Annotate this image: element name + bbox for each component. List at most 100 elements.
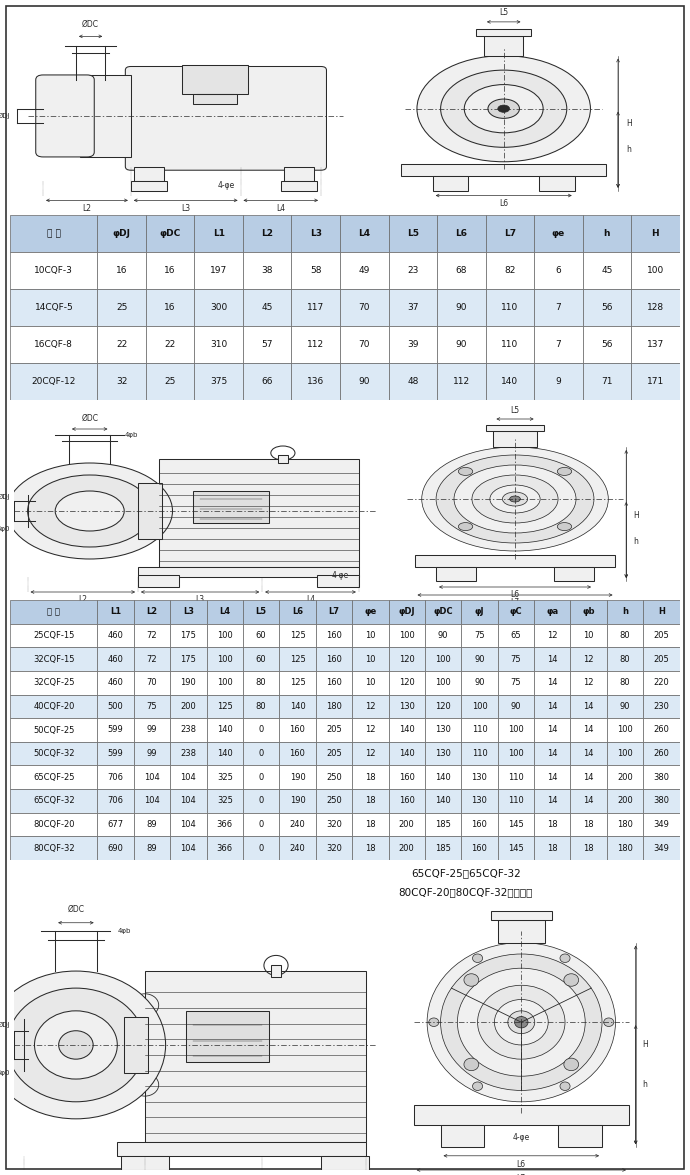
Text: 110: 110: [471, 725, 487, 734]
Bar: [10, 289, 97, 325]
Circle shape: [59, 1030, 93, 1059]
Bar: [352, 647, 388, 671]
Text: L2: L2: [146, 607, 157, 617]
Text: 120: 120: [435, 701, 451, 711]
Text: 310: 310: [210, 340, 227, 349]
Circle shape: [458, 468, 473, 476]
Bar: [497, 671, 534, 694]
Text: 18: 18: [365, 773, 375, 781]
Text: 100: 100: [399, 631, 415, 640]
Text: 110: 110: [501, 340, 518, 349]
Bar: [534, 251, 582, 289]
Text: 6: 6: [555, 266, 561, 275]
Text: 50CQF-25: 50CQF-25: [33, 725, 75, 734]
Bar: [413, 1104, 629, 1124]
Text: 160: 160: [290, 750, 306, 758]
Text: 10: 10: [365, 654, 375, 664]
Bar: [317, 575, 359, 588]
Text: 120: 120: [399, 654, 415, 664]
Bar: [316, 837, 352, 860]
Text: 110: 110: [508, 773, 524, 781]
Text: H: H: [633, 510, 639, 519]
Bar: [271, 966, 282, 976]
Text: L5: L5: [511, 407, 520, 415]
Text: ØDC: ØDC: [68, 905, 84, 914]
Bar: [643, 813, 680, 837]
Bar: [534, 600, 571, 624]
Text: 140: 140: [217, 725, 233, 734]
Bar: [607, 718, 643, 741]
Text: 120: 120: [399, 678, 415, 687]
Bar: [643, 741, 680, 765]
Bar: [243, 215, 291, 251]
Text: 90: 90: [474, 654, 485, 664]
Text: 599: 599: [108, 725, 124, 734]
Bar: [97, 741, 134, 765]
Text: 45: 45: [601, 266, 613, 275]
Bar: [145, 971, 366, 1142]
Text: 171: 171: [647, 377, 664, 387]
Text: 375: 375: [210, 377, 227, 387]
Text: 175: 175: [180, 631, 196, 640]
Text: 37: 37: [407, 303, 419, 313]
Bar: [10, 813, 97, 837]
Bar: [279, 694, 316, 718]
Text: 80CQF-20、80CQF-32按照此图: 80CQF-20、80CQF-32按照此图: [399, 887, 533, 898]
Bar: [607, 694, 643, 718]
Text: ØDJ: ØDJ: [0, 113, 10, 119]
Text: 100: 100: [217, 678, 233, 687]
Text: 238: 238: [180, 725, 197, 734]
Bar: [571, 647, 607, 671]
Text: L2: L2: [78, 595, 88, 604]
Bar: [388, 694, 425, 718]
Text: 90: 90: [455, 340, 467, 349]
Text: L5: L5: [255, 607, 267, 617]
Bar: [497, 600, 534, 624]
Circle shape: [457, 968, 585, 1076]
Text: 112: 112: [307, 340, 324, 349]
Text: 140: 140: [399, 750, 415, 758]
Text: 65: 65: [511, 631, 521, 640]
Text: 56: 56: [601, 303, 613, 313]
Bar: [534, 790, 571, 813]
Text: 10: 10: [584, 631, 594, 640]
Text: 677: 677: [108, 820, 124, 830]
Bar: [97, 813, 134, 837]
Bar: [497, 647, 534, 671]
Text: φDJ: φDJ: [112, 229, 130, 239]
Bar: [279, 624, 316, 647]
Circle shape: [464, 1059, 479, 1070]
Bar: [534, 837, 571, 860]
Bar: [138, 483, 162, 539]
Bar: [279, 741, 316, 765]
Bar: [316, 624, 352, 647]
Bar: [607, 813, 643, 837]
Text: L1: L1: [213, 229, 225, 239]
Text: 175: 175: [180, 654, 196, 664]
Bar: [10, 790, 97, 813]
Text: 104: 104: [181, 773, 196, 781]
Bar: [437, 251, 486, 289]
FancyBboxPatch shape: [126, 67, 326, 170]
Bar: [131, 181, 168, 190]
Bar: [10, 325, 97, 363]
Bar: [134, 600, 170, 624]
Bar: [388, 647, 425, 671]
Text: 58: 58: [310, 266, 322, 275]
Bar: [316, 694, 352, 718]
Text: 0: 0: [259, 820, 264, 830]
Text: 185: 185: [435, 820, 451, 830]
Bar: [534, 694, 571, 718]
Bar: [243, 694, 279, 718]
Text: 23: 23: [407, 266, 418, 275]
Bar: [340, 215, 388, 251]
Text: 25: 25: [116, 303, 128, 313]
Bar: [134, 718, 170, 741]
Text: 72: 72: [147, 631, 157, 640]
Bar: [534, 215, 582, 251]
Text: 205: 205: [653, 631, 669, 640]
Text: 145: 145: [508, 844, 524, 853]
Bar: [571, 624, 607, 647]
Text: 39: 39: [407, 340, 419, 349]
Bar: [243, 289, 291, 325]
